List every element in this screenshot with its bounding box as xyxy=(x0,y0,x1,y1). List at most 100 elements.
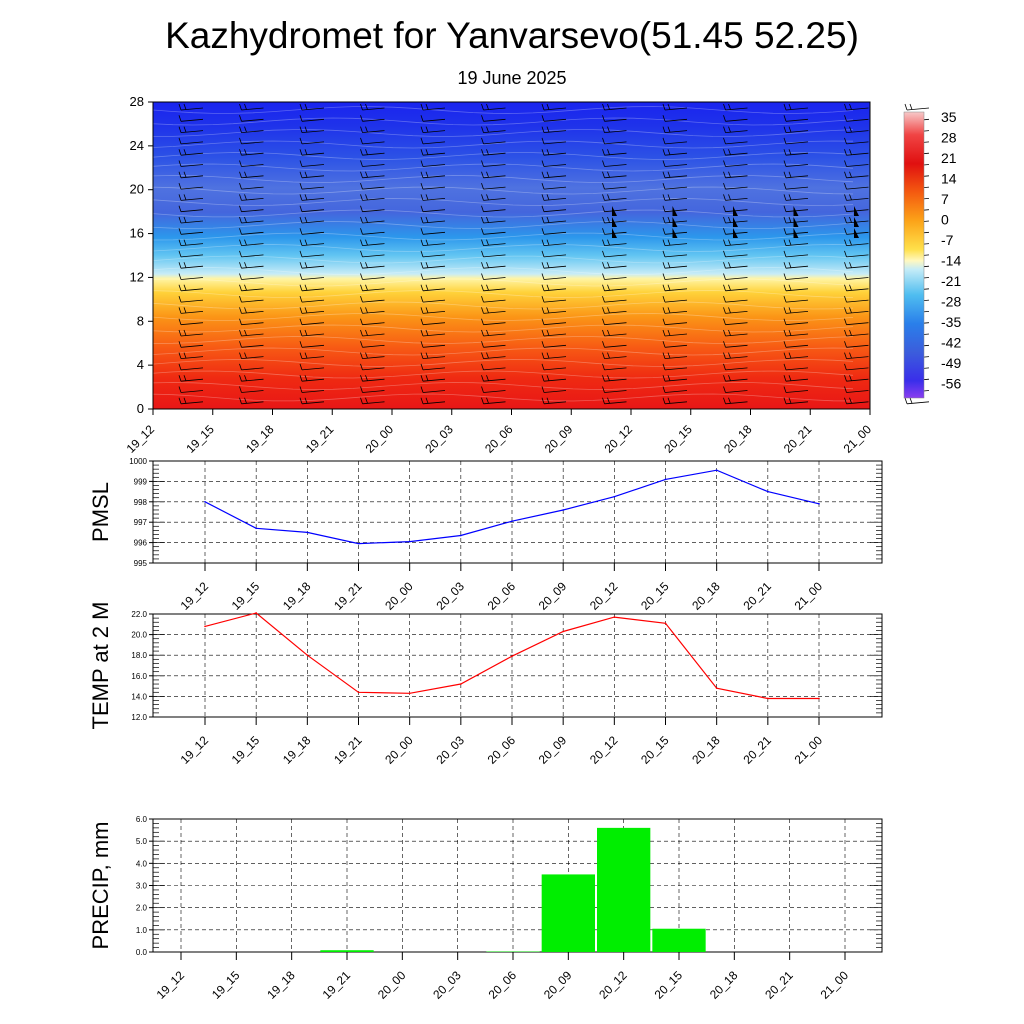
wind-barb xyxy=(725,175,748,179)
wind-barb xyxy=(725,164,748,167)
wind-barb-feather xyxy=(662,171,666,178)
wind-barb-feather xyxy=(667,103,671,110)
wind-barb-feather xyxy=(723,307,726,314)
wind-barb xyxy=(422,344,446,348)
x-tick-label: 20_12 xyxy=(596,968,630,1002)
wind-barb-feather xyxy=(486,216,489,223)
wind-barb xyxy=(664,186,688,190)
wind-barb-feather xyxy=(541,205,545,212)
wind-barb-feather xyxy=(244,262,247,268)
wind-barb xyxy=(180,175,204,179)
wind-barb-feather xyxy=(662,239,666,246)
wind-barb-feather xyxy=(360,318,363,325)
x-tick-label: 20_18 xyxy=(707,968,741,1002)
wind-barb-feather xyxy=(178,295,182,303)
wind-barb xyxy=(543,401,567,405)
wind-barb-feather xyxy=(662,375,666,382)
wind-barb-feather xyxy=(607,216,610,223)
wind-barb-feather xyxy=(844,137,847,145)
wind-barb-feather xyxy=(360,137,363,145)
wind-barb xyxy=(241,231,264,235)
wind-barb-feather xyxy=(602,205,605,212)
wind-barb-feather xyxy=(244,307,247,314)
wind-barb-feather xyxy=(602,375,605,382)
wind-barb xyxy=(543,186,567,190)
wind-barb-feather xyxy=(541,171,545,178)
wind-barb-feather xyxy=(602,397,605,404)
wind-barb-feather xyxy=(425,171,429,178)
wind-barb xyxy=(362,243,385,246)
wind-barb xyxy=(180,265,204,269)
wind-barb-feather xyxy=(481,295,484,303)
wind-barb xyxy=(301,175,325,179)
wind-barb xyxy=(241,333,264,337)
x-tick-label: 19_12 xyxy=(178,733,212,767)
wind-barb-feather xyxy=(420,318,424,325)
wind-barb xyxy=(180,152,204,156)
wind-barb xyxy=(241,378,264,382)
wind-barb-feather xyxy=(546,171,550,178)
wind-barb-feather xyxy=(602,307,605,314)
wind-barb-feather xyxy=(360,171,363,178)
data-point xyxy=(511,655,513,658)
wind-barb-feather xyxy=(723,160,726,167)
wind-barb xyxy=(604,311,627,314)
wind-barb-feather xyxy=(844,115,847,122)
data-point xyxy=(255,612,257,614)
wind-barb-feather xyxy=(420,273,424,280)
wind-barb-feather xyxy=(239,171,242,178)
wind-barb-feather xyxy=(541,228,545,235)
wind-barb xyxy=(241,356,264,359)
wind-barb xyxy=(725,344,748,348)
wind-barb xyxy=(543,198,567,201)
wind-barb-flag xyxy=(793,228,799,238)
wind-barb xyxy=(664,141,688,145)
data-point xyxy=(408,540,411,543)
wind-barb-feather xyxy=(783,363,787,371)
y-tick-label: 995 xyxy=(134,559,148,568)
wind-barb xyxy=(301,299,325,303)
wind-barb-feather xyxy=(783,262,787,269)
wind-barb-feather xyxy=(541,329,545,337)
wind-barb-feather xyxy=(667,397,671,404)
wind-barb-feather xyxy=(425,239,429,246)
wind-barb-feather xyxy=(783,329,787,337)
wind-barb xyxy=(846,107,869,111)
wind-barb xyxy=(725,390,748,393)
wind-barb xyxy=(241,390,264,393)
wind-barb xyxy=(483,401,506,405)
wind-barb-feather xyxy=(546,284,550,291)
wind-barb xyxy=(664,378,688,382)
wind-barb xyxy=(241,344,264,348)
wind-barb xyxy=(422,198,446,201)
wind-barb-feather xyxy=(541,284,545,291)
x-tick-label: 19_12 xyxy=(178,579,212,613)
wind-barb xyxy=(604,288,627,292)
wind-barb-feather xyxy=(783,182,787,190)
wind-barb-flag xyxy=(672,206,678,216)
wind-barb-feather xyxy=(602,228,605,235)
wind-barb-feather xyxy=(304,397,308,404)
wind-barb xyxy=(241,164,264,167)
wind-barb xyxy=(241,118,264,122)
wind-barb-feather xyxy=(183,307,187,314)
wind-barb xyxy=(483,220,506,224)
wind-barb xyxy=(725,141,748,145)
wind-barb-feather xyxy=(486,397,489,404)
colorbar-label: 14 xyxy=(941,171,957,187)
wind-barb xyxy=(483,390,506,393)
wind-barb xyxy=(604,356,627,359)
y-tick-label: 18.0 xyxy=(131,651,147,660)
wind-barb xyxy=(664,401,688,405)
wind-barb-feather xyxy=(481,239,484,246)
wind-barb xyxy=(846,209,869,213)
wind-barb xyxy=(362,209,385,213)
wind-barb xyxy=(664,356,688,359)
wind-barb-feather xyxy=(667,375,671,381)
wind-barb-feather xyxy=(425,375,429,381)
wind-barb xyxy=(241,277,264,280)
wind-barb xyxy=(362,254,385,258)
wind-barb-feather xyxy=(420,239,424,246)
wind-barb xyxy=(180,333,204,337)
wind-barb-feather xyxy=(481,137,484,145)
